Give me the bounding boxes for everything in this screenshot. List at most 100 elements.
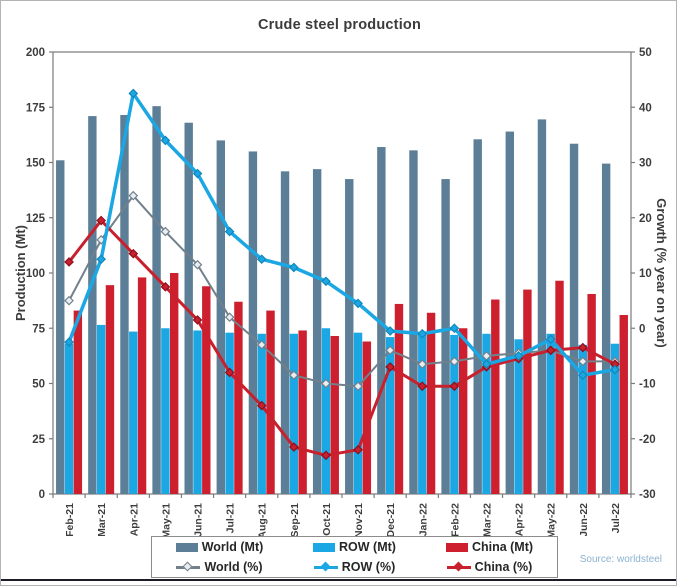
bar	[473, 139, 482, 495]
svg-text:100: 100	[26, 268, 45, 280]
data-point-marker	[224, 367, 235, 378]
svg-text:Jun-21: Jun-21	[193, 503, 205, 536]
data-point-marker	[128, 248, 139, 259]
data-point-marker	[160, 135, 171, 146]
svg-text:Dec-21: Dec-21	[385, 503, 397, 536]
data-point-marker	[128, 190, 139, 201]
data-point-marker	[256, 339, 267, 350]
bar	[555, 280, 564, 494]
bar	[169, 273, 179, 494]
svg-text:50: 50	[32, 379, 45, 391]
bar	[321, 328, 331, 494]
legend-label: World (Mt)	[201, 540, 264, 554]
bar	[491, 299, 500, 494]
bar	[64, 343, 74, 494]
data-point-marker	[353, 381, 363, 392]
svg-text:-10: -10	[639, 379, 656, 391]
svg-text:0: 0	[39, 489, 45, 501]
data-point-marker	[353, 444, 363, 455]
bar	[409, 150, 418, 494]
legend-label: ROW (Mt)	[339, 540, 396, 554]
svg-text:Mar-21: Mar-21	[96, 503, 108, 536]
data-point-marker	[256, 254, 267, 265]
bar	[385, 337, 395, 494]
legend-label: ROW (%)	[341, 560, 396, 574]
source-credit: Source: worldsteel	[579, 554, 662, 565]
bar	[96, 324, 106, 494]
legend-label: China (%)	[474, 560, 533, 574]
data-point-marker	[96, 254, 107, 265]
world-bars	[56, 106, 611, 495]
data-point-marker	[610, 364, 620, 375]
right-axis-ticks: -30 -20 -10 0 10 20 30 40 50	[631, 47, 656, 501]
bar	[377, 147, 386, 494]
svg-text:Mar-22: Mar-22	[482, 503, 494, 536]
china-bar-swatch	[445, 542, 468, 552]
bar	[105, 285, 115, 494]
svg-text:Jul-22: Jul-22	[610, 503, 622, 534]
world-bar-swatch	[175, 542, 198, 552]
bar	[610, 343, 620, 494]
legend-label: China (Mt)	[471, 540, 534, 554]
row-percent-line	[64, 88, 620, 381]
china-line-marker	[446, 561, 471, 572]
data-point-marker	[321, 450, 331, 461]
bar	[362, 341, 372, 494]
bar	[601, 163, 611, 495]
svg-text:Jul-21: Jul-21	[225, 503, 237, 534]
data-point-marker	[192, 168, 203, 179]
bar	[184, 122, 193, 494]
x-axis-ticks: Feb-21 Mar-21 Apr-21 May-21 Jun-21 Jul-21 Aug-…	[52, 494, 632, 536]
bar	[426, 312, 436, 494]
svg-text:May-22: May-22	[546, 503, 558, 536]
data-point-marker	[321, 276, 331, 287]
chart-title: Crude steel production	[257, 17, 422, 33]
svg-text:10: 10	[639, 268, 652, 280]
data-point-marker	[321, 378, 331, 389]
svg-text:Nov-21: Nov-21	[353, 503, 365, 536]
svg-text:125: 125	[26, 213, 46, 225]
data-point-marker	[577, 356, 588, 367]
bar	[353, 332, 363, 494]
bar	[441, 179, 450, 494]
legend-label: World (%)	[204, 560, 263, 574]
svg-text:May-21: May-21	[160, 503, 172, 536]
legend-item-china-mt: China (Mt)	[422, 540, 557, 554]
data-point-marker	[417, 328, 428, 339]
data-point-marker	[417, 359, 428, 370]
svg-text:150: 150	[26, 158, 45, 170]
data-point-marker	[513, 351, 524, 361]
bar	[248, 151, 258, 494]
svg-text:40: 40	[639, 102, 652, 114]
data-point-marker	[353, 298, 363, 309]
svg-text:-20: -20	[639, 434, 656, 446]
data-point-marker	[96, 215, 107, 226]
left-axis-ticks: 0 25 50 75 100 125 150 175 200	[26, 47, 53, 501]
svg-text:Jun-22: Jun-22	[578, 503, 590, 536]
bar	[161, 328, 170, 494]
svg-text:Oct-21: Oct-21	[321, 503, 333, 536]
bottom-border-line	[1, 579, 676, 581]
data-point-marker	[192, 315, 203, 325]
bar	[257, 333, 266, 494]
bar	[289, 333, 299, 494]
data-point-marker	[128, 88, 139, 99]
data-point-marker	[449, 381, 460, 392]
bar	[129, 331, 138, 494]
bar	[73, 310, 83, 494]
data-point-marker	[160, 226, 171, 237]
svg-text:75: 75	[32, 323, 45, 335]
chart-canvas: 0 25 50 75 100 125 150 175 200 -30 -20 -10 0 10 20 30 40…	[26, 47, 656, 536]
row-bar-swatch	[313, 542, 336, 552]
legend-item-china-pct: China (%)	[422, 560, 557, 574]
bar	[450, 334, 459, 494]
china-bars	[73, 273, 628, 494]
data-point-marker	[545, 334, 556, 345]
data-point-marker	[385, 326, 396, 336]
svg-text:Apr-21: Apr-21	[128, 503, 140, 536]
data-point-marker	[417, 381, 428, 392]
svg-text:Jan-22: Jan-22	[417, 503, 429, 536]
bar	[587, 293, 596, 494]
data-point-marker	[449, 323, 460, 334]
